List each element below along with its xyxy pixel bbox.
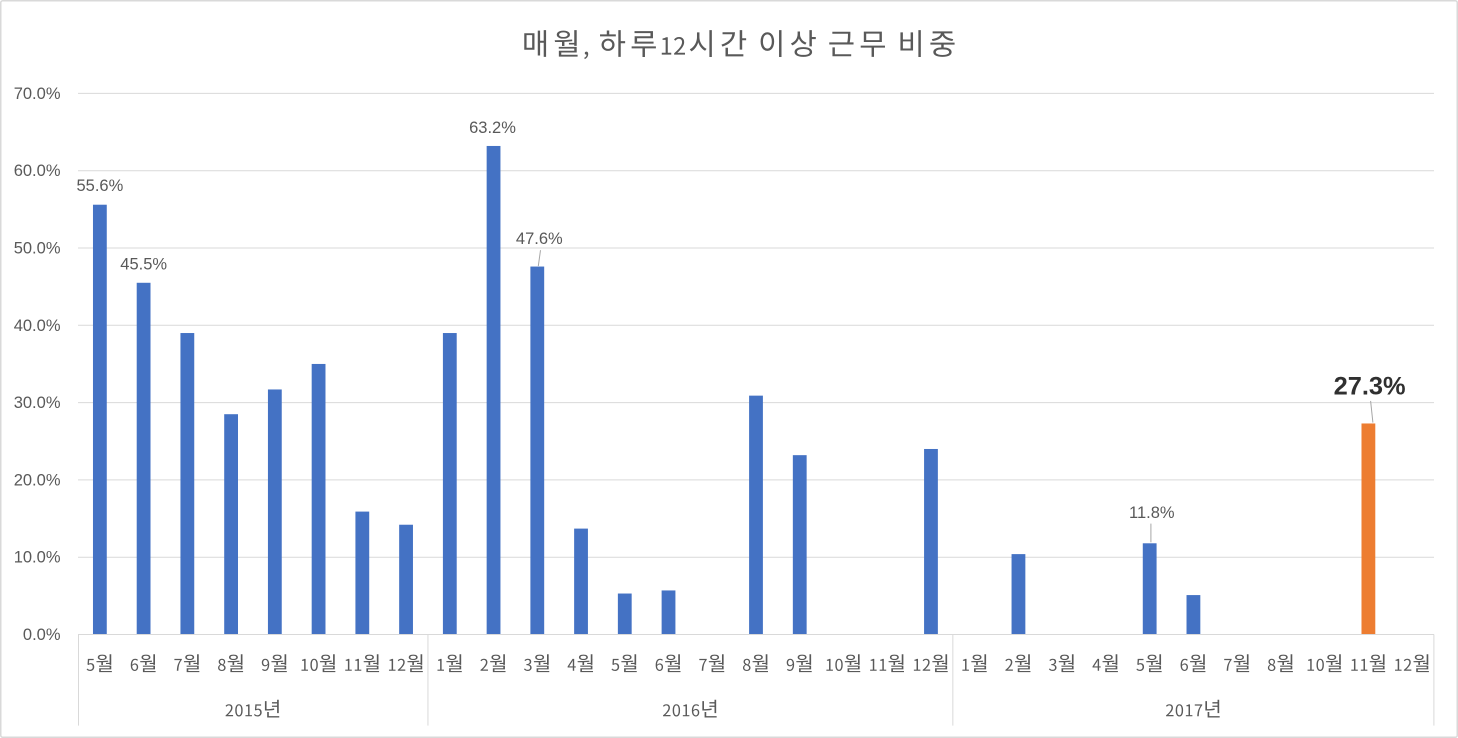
- svg-text:20.0%: 20.0%: [14, 471, 61, 489]
- svg-text:40.0%: 40.0%: [14, 317, 61, 335]
- svg-text:45.5%: 45.5%: [120, 256, 167, 274]
- svg-text:47.6%: 47.6%: [516, 230, 563, 248]
- svg-text:55.6%: 55.6%: [77, 177, 124, 195]
- svg-text:60.0%: 60.0%: [14, 162, 61, 180]
- svg-text:10.0%: 10.0%: [14, 549, 61, 567]
- svg-text:50.0%: 50.0%: [14, 240, 61, 258]
- svg-text:70.0%: 70.0%: [14, 85, 61, 103]
- svg-text:0.0%: 0.0%: [23, 626, 61, 644]
- svg-text:63.2%: 63.2%: [469, 119, 516, 137]
- svg-text:11.8%: 11.8%: [1129, 504, 1175, 522]
- svg-text:30.0%: 30.0%: [14, 394, 61, 412]
- svg-text:27.3%: 27.3%: [1334, 373, 1406, 401]
